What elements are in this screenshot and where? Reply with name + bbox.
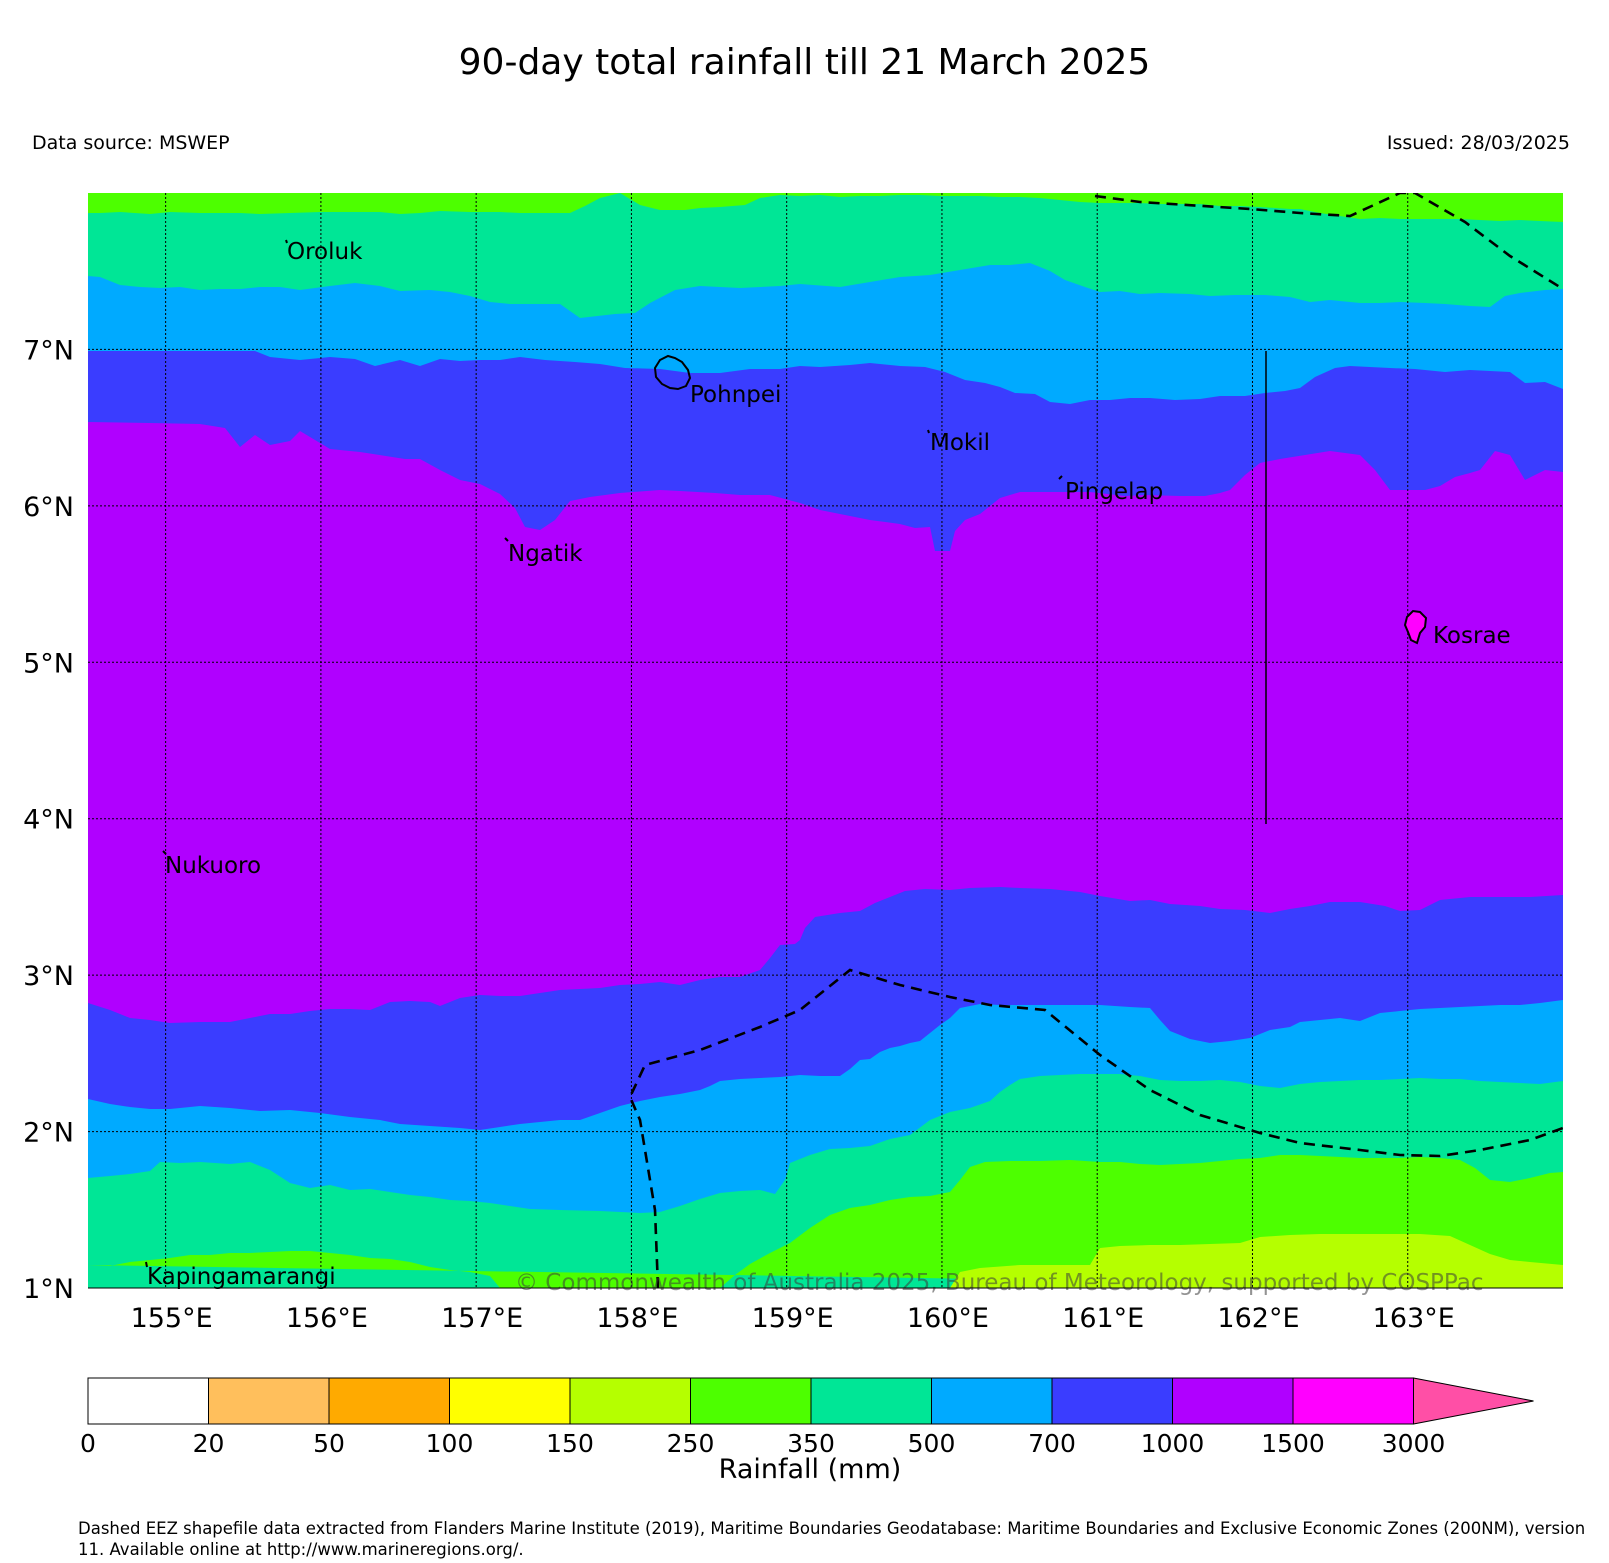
lon-tick-label: 158°E [596, 1303, 678, 1334]
lon-tick-label: 163°E [1373, 1303, 1455, 1334]
lon-tick-label: 157°E [441, 1303, 523, 1334]
colorbar-swatch [931, 1377, 1053, 1425]
colorbar-tick-label: 20 [193, 1429, 225, 1458]
islands [145, 239, 1428, 1268]
lat-tick-label: 7°N [23, 335, 74, 366]
ngatik-atoll-mark [504, 537, 509, 542]
lon-tick-label: 155°E [131, 1303, 213, 1334]
oroluk-atoll-mark [285, 239, 288, 244]
longitude-labels: 155°E 156°E 157°E 158°E 159°E 160°E 161°E 162°E… [131, 1303, 1455, 1334]
colorbar-swatch [1172, 1377, 1294, 1425]
colorbar-tick-label: 50 [313, 1429, 345, 1458]
island-label-ngatik: Ngatik [508, 541, 583, 567]
band-250-350-top [88, 193, 1563, 222]
lon-tick-label: 160°E [907, 1303, 989, 1334]
colorbar-swatch [1051, 1377, 1173, 1425]
lon-tick-label: 162°E [1217, 1303, 1299, 1334]
lat-tick-label: 4°N [23, 805, 74, 836]
island-labels: Oroluk Pohnpei Mokil Pingelap Ngatik Kos… [147, 239, 1511, 1290]
colorbar-tick-label: 1000 [1141, 1429, 1205, 1458]
nukuoro-atoll-mark [162, 850, 167, 855]
issued-date-label: Issued: 28/03/2025 [1386, 132, 1570, 154]
colorbar-swatch [1292, 1377, 1414, 1425]
colorbar-swatch [87, 1377, 209, 1425]
colorbar-tick-label: 250 [667, 1429, 715, 1458]
colorbar-swatch [328, 1377, 450, 1425]
colorbar-label: Rainfall (mm) [719, 1454, 902, 1485]
map-title: 90-day total rainfall till 21 March 2025 [458, 42, 1151, 83]
band-350-500-top [88, 193, 1563, 318]
colorbar-swatch [810, 1377, 932, 1425]
colorbar-swatch [449, 1377, 571, 1425]
island-label-oroluk: Oroluk [287, 239, 363, 265]
eez-boundaries [628, 193, 1563, 1288]
island-label-kosrae: Kosrae [1433, 623, 1511, 649]
kosrae-island-outline [1403, 609, 1428, 645]
lat-tick-label: 1°N [23, 1274, 74, 1305]
mokil-atoll-mark [927, 429, 930, 434]
copyright-notice: © Commonwealth of Australia 2025, Bureau… [515, 1270, 1484, 1296]
lat-tick-label: 6°N [23, 492, 74, 523]
eez-boundary-south [628, 968, 1563, 1288]
lon-tick-label: 159°E [752, 1303, 834, 1334]
colorbar-extend-arrow [1413, 1377, 1534, 1425]
band-150-250-bottom [950, 1234, 1563, 1288]
colorbar-swatch [690, 1377, 812, 1425]
colorbar-tick-label: 150 [546, 1429, 594, 1458]
lat-tick-label: 3°N [23, 961, 74, 992]
colorbar-tick-label: 350 [787, 1429, 835, 1458]
colorbar-tick-label: 500 [908, 1429, 956, 1458]
colorbar-tick-label: 100 [426, 1429, 474, 1458]
island-label-mokil: Mokil [930, 430, 990, 456]
kapingamarangi-atoll-mark [145, 1261, 148, 1268]
colorbar-tick-label: 3000 [1382, 1429, 1446, 1458]
eez-boundary-north [1094, 193, 1563, 291]
lat-tick-label: 2°N [23, 1118, 74, 1149]
data-source-label: Data source: MSWEP [32, 132, 230, 154]
colorbar-tick-label: 700 [1028, 1429, 1076, 1458]
colorbar-tick-label: 1500 [1261, 1429, 1325, 1458]
latitude-labels: 1°N 2°N 3°N 4°N 5°N 6°N 7°N [23, 335, 74, 1305]
colorbar-swatch [569, 1377, 691, 1425]
island-label-kapingamarangi: Kapingamarangi [147, 1264, 336, 1290]
lat-tick-label: 5°N [23, 648, 74, 679]
island-label-pingelap: Pingelap [1065, 479, 1163, 505]
colorbar-swatch [208, 1377, 330, 1425]
rainfall-bands [88, 193, 1563, 1288]
pingelap-atoll-mark [1058, 475, 1063, 480]
colorbar [87, 1377, 1534, 1425]
island-label-nukuoro: Nukuoro [165, 853, 261, 879]
lon-tick-label: 161°E [1062, 1303, 1144, 1334]
colorbar-tick-label: 0 [80, 1429, 96, 1458]
footnote: Dashed EEZ shapefile data extracted from… [78, 1519, 1586, 1559]
pohnpei-island-outline [653, 354, 692, 391]
lon-tick-label: 156°E [286, 1303, 368, 1334]
colorbar-tick-labels: 0 20 50 100 150 250 350 500 700 1000 1500 3000 [80, 1429, 1445, 1458]
island-label-pohnpei: Pohnpei [690, 382, 781, 408]
